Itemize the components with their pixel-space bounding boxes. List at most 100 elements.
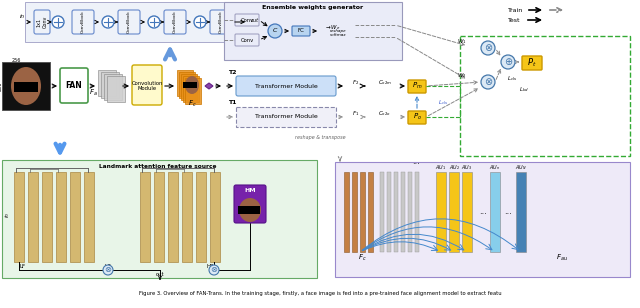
FancyBboxPatch shape [235,34,259,46]
FancyBboxPatch shape [408,111,426,124]
Circle shape [481,41,495,55]
FancyBboxPatch shape [60,68,88,103]
Text: $AU_N$: $AU_N$ [515,164,527,172]
FancyBboxPatch shape [56,172,66,262]
Ellipse shape [185,76,199,94]
FancyBboxPatch shape [436,172,446,252]
FancyBboxPatch shape [2,160,317,278]
Text: $F_c$: $F_c$ [188,99,196,109]
FancyBboxPatch shape [234,185,266,223]
Text: $C_{o2o}$: $C_{o2o}$ [378,110,391,119]
Text: ...: ... [479,208,487,217]
Circle shape [148,16,160,28]
FancyBboxPatch shape [196,172,206,262]
FancyBboxPatch shape [42,172,52,262]
FancyBboxPatch shape [238,206,260,214]
Text: T2: T2 [228,70,237,75]
Circle shape [481,75,495,89]
FancyBboxPatch shape [118,10,140,34]
FancyBboxPatch shape [25,2,281,42]
FancyBboxPatch shape [224,2,402,60]
FancyBboxPatch shape [132,65,162,105]
Text: 256: 256 [12,58,21,63]
FancyBboxPatch shape [84,172,94,262]
FancyBboxPatch shape [387,172,391,252]
FancyBboxPatch shape [14,172,24,262]
FancyBboxPatch shape [490,172,500,252]
Text: $F_a$: $F_a$ [89,88,97,98]
FancyBboxPatch shape [522,56,542,70]
FancyBboxPatch shape [185,78,201,104]
FancyBboxPatch shape [70,172,80,262]
Text: ⊗: ⊗ [211,265,218,274]
Text: $AU_n$: $AU_n$ [490,164,500,172]
Text: $AU_1$: $AU_1$ [435,164,447,172]
Text: $W_1$: $W_1$ [457,38,467,47]
FancyBboxPatch shape [140,172,150,262]
Text: ConvBlock: ConvBlock [173,10,177,33]
FancyBboxPatch shape [168,172,178,262]
Text: $C_{o2m}$: $C_{o2m}$ [378,79,392,87]
Text: Train: Train [508,7,524,13]
Text: ...: ... [504,208,512,217]
FancyBboxPatch shape [177,70,193,96]
Circle shape [102,16,114,28]
Text: $\rightarrow W_e$: $\rightarrow W_e$ [324,23,340,32]
Polygon shape [205,83,213,89]
Ellipse shape [239,198,261,222]
Text: Conv: Conv [241,38,253,43]
Text: LF: LF [19,264,25,269]
Text: $W_2$: $W_2$ [457,71,467,80]
FancyBboxPatch shape [104,74,122,100]
Text: Transformer Module: Transformer Module [255,83,317,88]
Text: in: in [4,213,10,217]
FancyBboxPatch shape [164,10,186,34]
FancyBboxPatch shape [236,107,336,127]
Text: out: out [251,18,259,22]
Text: ConvBlock: ConvBlock [219,10,223,33]
Text: $AU_2$: $AU_2$ [449,164,460,172]
FancyBboxPatch shape [107,76,125,102]
FancyBboxPatch shape [210,10,232,34]
FancyBboxPatch shape [182,172,192,262]
Text: $F_c$: $F_c$ [358,253,366,263]
FancyBboxPatch shape [28,172,38,262]
Text: reshape & transpose: reshape & transpose [294,136,346,140]
Text: ConvBlock: ConvBlock [127,10,131,33]
Text: $F_{au}$: $F_{au}$ [556,253,568,263]
Text: $AU_3$: $AU_3$ [461,164,472,172]
Text: T1: T1 [228,100,237,106]
Circle shape [52,16,64,28]
FancyBboxPatch shape [415,172,419,252]
FancyBboxPatch shape [101,72,119,98]
Text: Convolution
Module: Convolution Module [131,81,163,91]
FancyBboxPatch shape [2,62,50,110]
Text: C: C [273,29,277,34]
Text: Landmark attention feature source: Landmark attention feature source [99,164,217,168]
Text: reshape
softmax: reshape softmax [330,29,346,37]
FancyBboxPatch shape [394,172,398,252]
FancyBboxPatch shape [72,10,94,34]
Text: ...: ... [412,157,420,167]
FancyBboxPatch shape [449,172,459,252]
FancyBboxPatch shape [236,76,336,96]
Text: ⊗: ⊗ [484,77,492,87]
Text: HM: HM [244,188,256,192]
Text: ⊗: ⊗ [484,43,492,53]
Text: H2: H2 [206,264,214,269]
FancyBboxPatch shape [344,172,349,252]
Ellipse shape [11,67,41,105]
FancyBboxPatch shape [368,172,373,252]
Text: $P_t$: $P_t$ [527,57,537,69]
FancyBboxPatch shape [380,172,384,252]
Text: in: in [19,14,24,19]
FancyBboxPatch shape [408,80,426,93]
Text: 1x1
Conv: 1x1 Conv [36,16,47,28]
Circle shape [268,24,282,38]
Text: H1: H1 [104,264,112,269]
Text: out: out [156,271,164,277]
FancyBboxPatch shape [408,172,412,252]
Text: Conv: Conv [241,18,253,22]
Text: ConvBlock: ConvBlock [81,10,85,33]
Text: $L_{cls}$: $L_{cls}$ [507,75,517,83]
